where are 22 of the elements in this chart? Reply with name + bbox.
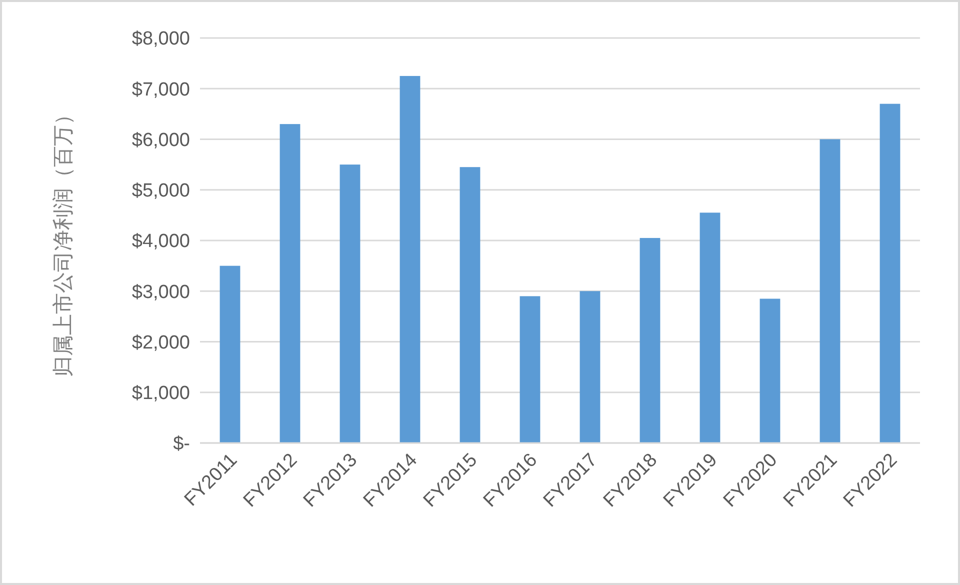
y-tick-label: $1,000 — [132, 383, 190, 404]
bar — [880, 104, 900, 443]
bar — [400, 76, 420, 443]
y-tick-label: $8,000 — [132, 28, 190, 50]
y-tick-label: $7,000 — [132, 79, 190, 100]
y-axis-title: 归属上市公司净利润（百万） — [52, 104, 75, 377]
bar — [220, 266, 240, 443]
bar — [820, 139, 840, 443]
bar — [760, 298, 780, 443]
bar — [340, 164, 360, 443]
y-tick-label: $2,000 — [132, 332, 190, 354]
bar — [460, 167, 480, 443]
bar — [280, 124, 300, 443]
bar — [520, 296, 540, 443]
y-tick-label: $3,000 — [132, 282, 190, 303]
bar — [580, 291, 600, 443]
y-tick-label: $4,000 — [132, 231, 190, 252]
bar — [640, 238, 660, 443]
y-tick-label: $6,000 — [132, 130, 190, 151]
bar — [700, 212, 720, 443]
y-tick-label: $- — [173, 434, 190, 455]
y-tick-label: $5,000 — [132, 180, 190, 202]
